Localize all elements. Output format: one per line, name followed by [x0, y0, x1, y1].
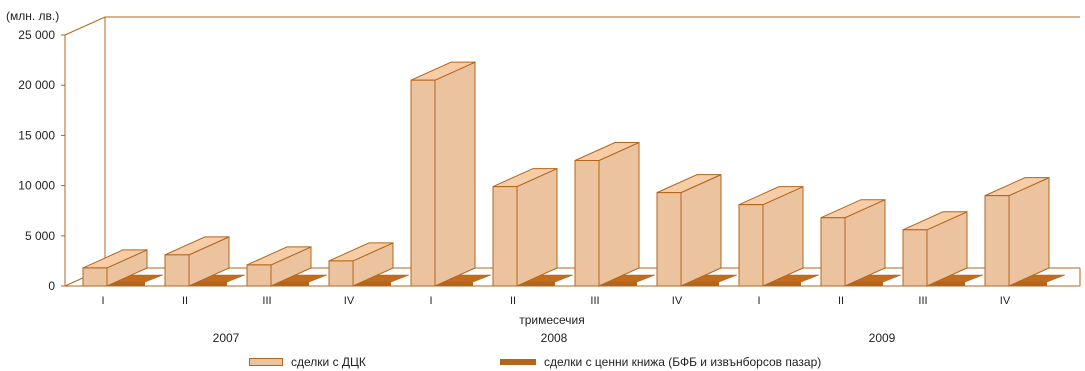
bar-dck-side	[680, 173, 722, 287]
bar-dck	[656, 192, 682, 287]
bar-securities	[1011, 282, 1047, 286]
bar-dck	[574, 160, 600, 287]
bar-dck	[164, 254, 190, 287]
bar-dck	[246, 264, 272, 287]
bar-dck	[410, 79, 436, 287]
bar-dck-side	[516, 167, 558, 287]
x-tick-label: II	[510, 295, 516, 307]
year-label: 2009	[869, 331, 896, 345]
y-tick-label: 20 000	[18, 78, 55, 92]
year-label: 2008	[541, 331, 568, 345]
bar-securities	[683, 282, 719, 286]
legend-label-securities: сделки с ценни книжа (БФБ и извънборсов …	[544, 354, 822, 369]
bar-securities	[273, 282, 309, 286]
y-tick-label: 10 000	[18, 179, 55, 193]
bar-securities	[847, 282, 883, 286]
y-axis: 0 5 000 10 000 15 000 20 000 25 000	[18, 28, 66, 293]
x-tick-label: I	[101, 295, 104, 307]
legend-item-dck: сделки с ДЦК	[249, 354, 366, 369]
bar-securities	[191, 282, 227, 286]
x-tick-label: II	[838, 295, 844, 307]
y-tick-label: 0	[48, 279, 55, 293]
bar-securities	[601, 282, 637, 286]
x-tick-label: III	[918, 295, 927, 307]
x-tick-label: I	[757, 295, 760, 307]
legend-swatch-securities	[500, 358, 536, 365]
x-tick-label: III	[590, 295, 599, 307]
bar-securities	[109, 282, 145, 286]
y-tick-label: 5 000	[25, 229, 55, 243]
bar-securities	[765, 282, 801, 286]
x-axis-label: тримесечия	[519, 313, 585, 327]
bar-dck-side	[1008, 176, 1050, 287]
bar-dck-side	[434, 61, 476, 287]
bar-dck	[82, 267, 108, 287]
x-tick-label: IV	[672, 295, 683, 307]
x-tick-label: IV	[344, 295, 355, 307]
unit-label: (млн. лв.)	[6, 9, 59, 23]
bar-securities	[929, 282, 965, 286]
bar-securities	[437, 282, 473, 286]
x-tick-label: IV	[1000, 295, 1011, 307]
y-tick-label: 25 000	[18, 28, 55, 42]
bar-dck	[902, 229, 928, 287]
legend-label-dck: сделки с ДЦК	[291, 354, 366, 369]
x-tick-label: I	[429, 295, 432, 307]
y-tick-label: 15 000	[18, 128, 55, 142]
bar-dck	[738, 204, 764, 287]
bar-dck	[820, 217, 846, 287]
bar-securities	[355, 282, 391, 286]
bar-dck	[492, 186, 518, 287]
x-tick-label: III	[262, 295, 271, 307]
legend-item-securities: сделки с ценни книжа (БФБ и извънборсов …	[500, 354, 821, 369]
back-wall-top-edge	[64, 16, 1080, 36]
x-tick-label: II	[182, 295, 188, 307]
bar-dck	[984, 195, 1010, 287]
bar-securities	[519, 282, 555, 286]
bar-dck	[328, 260, 354, 287]
year-label: 2007	[213, 331, 240, 345]
bars	[82, 61, 1066, 287]
legend-swatch-dck	[249, 357, 283, 366]
bar-dck-side	[598, 141, 640, 287]
